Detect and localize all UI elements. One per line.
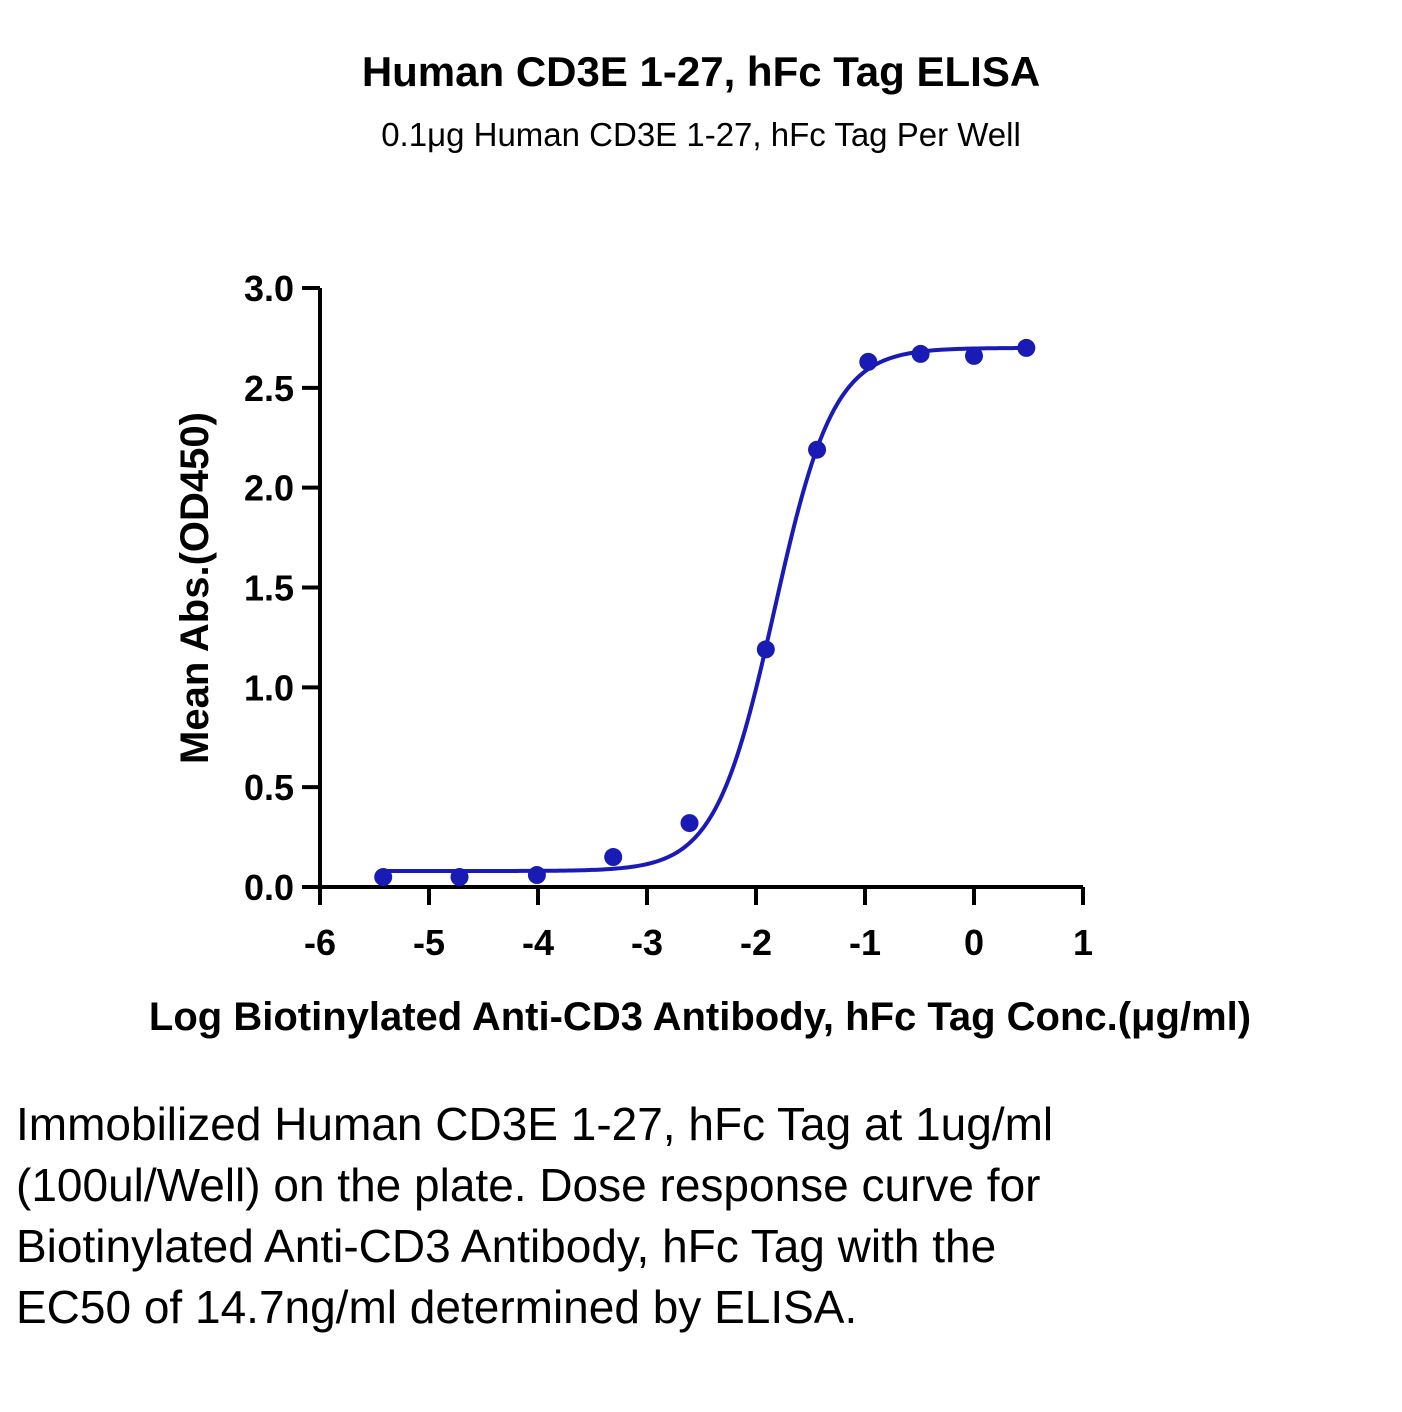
- data-point: [680, 814, 699, 833]
- x-tick-label: 0: [964, 922, 984, 963]
- x-tick-label: 1: [1073, 922, 1093, 963]
- y-tick-label: 1.0: [244, 667, 294, 708]
- x-tick-label: -4: [522, 922, 554, 963]
- chart-title: Human CD3E 1-27, hFc Tag ELISA: [361, 48, 1041, 95]
- y-tick-label: 2.0: [244, 468, 294, 509]
- y-tick-label: 0.0: [244, 867, 294, 908]
- y-axis-label: Mean Abs.(OD450): [173, 412, 217, 764]
- data-point: [374, 868, 393, 887]
- elisa-chart: 0.0 0.5 1.0 1.5 2.0 2.5 3.0 -6 -5 -4 -3 -2 -1 0 1 Log …: [149, 268, 1251, 1039]
- data-point: [808, 440, 827, 459]
- x-tick-label: -3: [631, 922, 663, 963]
- x-tick-label: -6: [304, 922, 336, 963]
- chart-subtitle: 0.1μg Human CD3E 1-27, hFc Tag Per Well: [381, 116, 1021, 153]
- data-point: [1017, 338, 1036, 357]
- x-tick-label: -2: [740, 922, 772, 963]
- x-tick-label: -1: [849, 922, 881, 963]
- data-point: [911, 344, 930, 363]
- data-point: [450, 868, 469, 887]
- data-point: [527, 866, 546, 885]
- y-tick-label: 2.5: [244, 368, 294, 409]
- x-tick-label: -5: [413, 922, 445, 963]
- data-points: [374, 338, 1036, 887]
- figure-caption: Immobilized Human CD3E 1-27, hFc Tag at …: [16, 1098, 1054, 1333]
- data-point: [756, 640, 775, 659]
- y-tick-label: 3.0: [244, 268, 294, 309]
- y-tick-label: 1.5: [244, 568, 294, 609]
- y-tick-label: 0.5: [244, 767, 294, 808]
- data-point: [604, 848, 623, 867]
- data-point: [965, 346, 983, 365]
- x-axis-label: Log Biotinylated Anti-CD3 Antibody, hFc …: [149, 995, 1251, 1039]
- data-point: [859, 352, 878, 371]
- axes: 0.0 0.5 1.0 1.5 2.0 2.5 3.0 -6 -5 -4 -3 -2 -1 0 1: [244, 268, 1093, 963]
- fit-curve: [383, 346, 1027, 874]
